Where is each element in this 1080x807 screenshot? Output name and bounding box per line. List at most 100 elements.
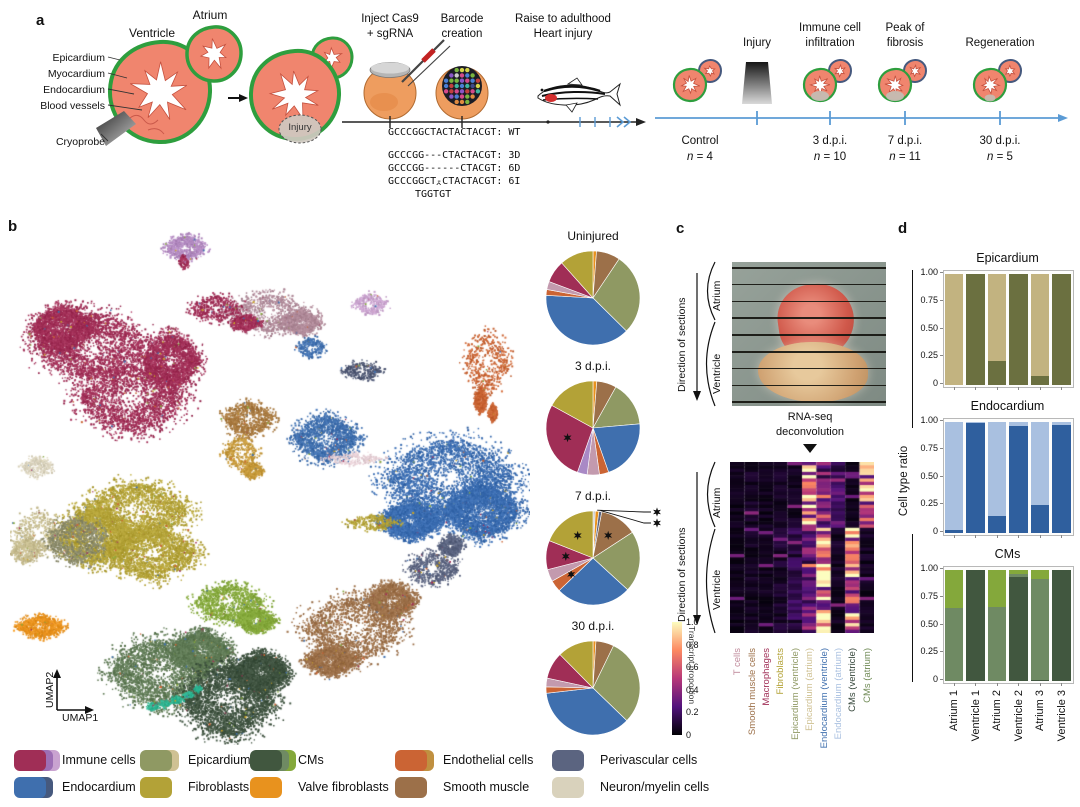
panel-b-label: b xyxy=(8,218,18,235)
bar-segment-ventricle-3 xyxy=(1052,570,1071,681)
step-inject-line1: Inject Cas9 xyxy=(361,13,419,25)
heart-spot xyxy=(545,94,557,102)
y-tick-0-0.75: 0.75 xyxy=(920,294,938,305)
bar-segment-atrium-2 xyxy=(987,360,1006,385)
pie-title-3: 30 d.p.i. xyxy=(571,619,615,633)
section-line xyxy=(732,367,886,370)
heart-pair-icon xyxy=(974,60,1021,102)
legend-swatch-neuron-myelin-cells xyxy=(552,777,598,798)
y-tickmark xyxy=(940,475,943,477)
bar-x-label-atrium-1: Atrium 1 xyxy=(948,690,961,731)
y-tick-1-0.75: 0.75 xyxy=(920,442,938,453)
bar-x-label-atrium-2: Atrium 2 xyxy=(991,690,1004,731)
legend-swatch-color xyxy=(14,750,46,771)
label-blood-vessels: Blood vessels xyxy=(40,100,105,112)
legend-swatch-color xyxy=(250,750,282,771)
pie-chart-7-d-p-i- xyxy=(545,507,661,606)
y-tick-2-1.00: 1.00 xyxy=(920,563,938,573)
x-tickmark xyxy=(1018,387,1020,390)
x-tickmark xyxy=(953,683,955,686)
x-tickmark xyxy=(1039,683,1041,686)
heatmap-col-label-0: T cells xyxy=(732,648,744,676)
significance-star xyxy=(573,530,582,541)
heatmap-col-label-5: Epicardium (atrium) xyxy=(804,648,816,731)
heart-section-photo xyxy=(732,262,886,406)
injury-region xyxy=(278,114,322,144)
legend-label-fibroblasts: Fibroblasts xyxy=(188,780,250,794)
bar-segment-ventricle-1 xyxy=(966,570,985,681)
heatmap-col-label-4: Epicardium (ventricle) xyxy=(789,648,801,740)
heart-lumen xyxy=(680,75,701,95)
stage-3-top-label: fibrosis xyxy=(886,37,924,49)
pie-slice-endocardium xyxy=(545,687,628,736)
bar-segment-ventricle-1 xyxy=(966,422,985,424)
y-tickmark xyxy=(940,299,943,301)
rnaseq-line1: RNA-seq xyxy=(787,411,833,423)
significance-star xyxy=(604,530,613,540)
stage-2-n-label: n = 10 xyxy=(813,151,847,163)
stage-3-top-label: Peak of xyxy=(885,22,925,34)
section-line xyxy=(732,384,886,387)
section-line xyxy=(732,334,886,336)
bar-segment-ventricle-3 xyxy=(1052,425,1071,533)
cell-type-ratio-axis-line-bottom xyxy=(912,534,914,682)
heatmap-col-label-8: CMs (ventricle) xyxy=(847,648,859,712)
stage-4-n-label: n = 5 xyxy=(987,151,1013,163)
bar-segment-atrium-1 xyxy=(944,529,963,533)
legend-label-smooth-muscle: Smooth muscle xyxy=(443,780,530,794)
significance-star xyxy=(567,569,576,579)
umap-y-arrow xyxy=(53,669,61,678)
y-tickmark xyxy=(940,531,943,532)
y-tickmark xyxy=(940,420,943,421)
umap-x-arrow xyxy=(85,706,94,714)
section-line xyxy=(732,300,886,303)
healthy-heart-diagram xyxy=(96,27,248,146)
x-tickmark xyxy=(1039,535,1041,538)
atrium-section-label-bottom: Atrium xyxy=(711,487,723,518)
y-tick-0-1.00: 1.00 xyxy=(920,267,938,277)
heatmap-col-label-9: CMs (atrium) xyxy=(861,648,873,703)
label-epicardium: Epicardium xyxy=(52,52,105,64)
pie-chart-3-d-p-i- xyxy=(545,380,641,476)
inject-egg-icon xyxy=(363,39,451,120)
legend-label-immune-cells: Immune cells xyxy=(62,753,136,767)
stage-1-top-label: Injury xyxy=(742,37,772,49)
x-tickmark xyxy=(996,683,998,686)
label-atrium: Atrium xyxy=(192,8,228,22)
colorbar-tick-0.8: 0.8 xyxy=(686,639,699,650)
bar-segment-atrium-3 xyxy=(1030,505,1049,534)
heatmap-col-label-1: Smooth muscle cells xyxy=(746,648,758,736)
panel-a-label: a xyxy=(36,12,45,29)
pie-slice-epicardium xyxy=(592,258,641,332)
bar-segment-atrium-2 xyxy=(987,422,1006,517)
pie-chart-uninjured xyxy=(545,250,641,346)
colorbar-tick-0.2: 0.2 xyxy=(686,707,699,718)
y-tickmark xyxy=(940,447,943,449)
bar-segment-atrium-3 xyxy=(1030,679,1049,681)
x-tickmark xyxy=(975,387,977,390)
injury-patch-small xyxy=(984,94,996,102)
y-tickmark xyxy=(940,327,943,329)
umap-x-label: UMAP1 xyxy=(62,712,99,724)
bar-segment-atrium-3 xyxy=(1030,422,1049,506)
heart-pair-icon xyxy=(804,60,851,101)
x-tickmark xyxy=(975,683,977,686)
x-tickmark xyxy=(1039,387,1041,390)
stage-3-time-label: 7 d.p.i. xyxy=(887,135,923,147)
legend-label-epicardium: Epicardium xyxy=(188,753,251,767)
section-line xyxy=(732,267,886,269)
bar-segment-ventricle-2 xyxy=(1009,426,1028,533)
legend-swatch-perivascular-cells xyxy=(552,750,598,771)
ventricle-section-label-bottom: Ventricle xyxy=(711,569,723,610)
heart-lumen xyxy=(1004,64,1016,78)
significance-star xyxy=(653,507,661,517)
x-tickmark xyxy=(1018,683,1020,686)
bar-x-label-ventricle-3: Ventricle 3 xyxy=(1055,690,1068,742)
bar-segment-atrium-1 xyxy=(944,607,963,681)
bar-segment-atrium-3 xyxy=(1030,570,1049,579)
y-tick-1-0.50: 0.50 xyxy=(920,470,938,481)
atrium-section-label-top: Atrium xyxy=(711,280,723,311)
bar-segment-ventricle-3 xyxy=(1052,422,1071,426)
insert-sequence: TGGTGT xyxy=(415,189,452,200)
